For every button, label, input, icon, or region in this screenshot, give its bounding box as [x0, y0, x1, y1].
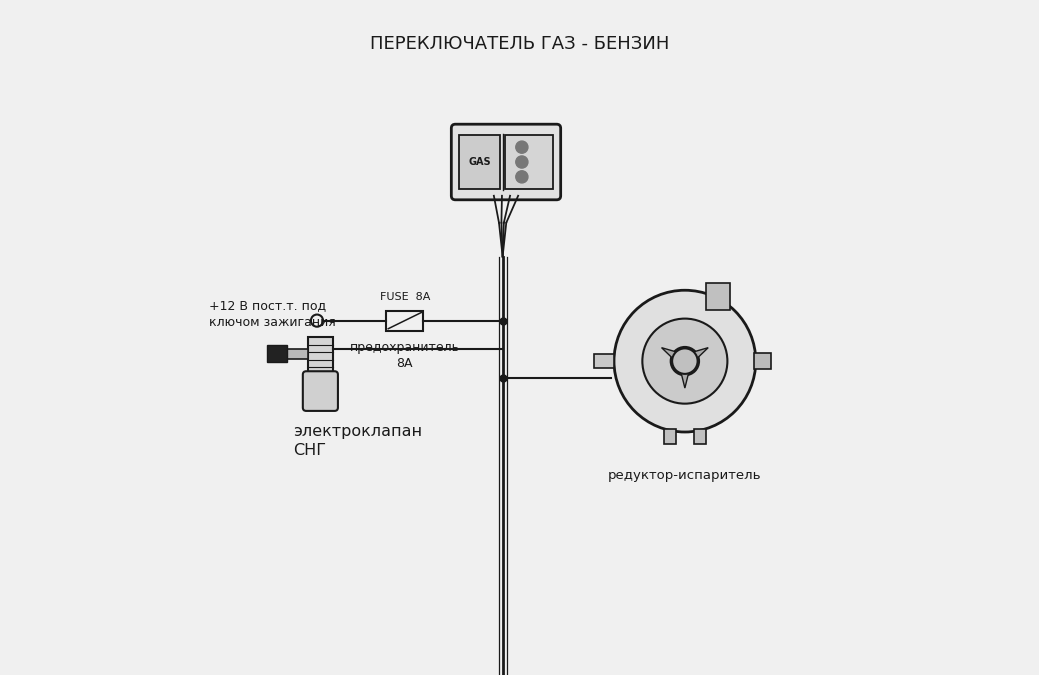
Bar: [387, 310, 423, 331]
Bar: [286, 350, 308, 359]
Text: FUSE  8A: FUSE 8A: [379, 292, 430, 302]
Polygon shape: [685, 348, 709, 363]
Circle shape: [311, 315, 323, 327]
Circle shape: [671, 347, 699, 375]
Text: редуктор-испаритель: редуктор-испаритель: [608, 469, 762, 482]
Polygon shape: [680, 361, 690, 388]
Bar: [308, 338, 334, 375]
Polygon shape: [662, 348, 685, 363]
Circle shape: [672, 348, 697, 374]
FancyBboxPatch shape: [451, 124, 561, 200]
Bar: [754, 353, 771, 369]
FancyBboxPatch shape: [302, 371, 338, 411]
Bar: [505, 135, 553, 189]
Text: ПЕРЕКЛЮЧАТЕЛЬ ГАЗ - БЕНЗИН: ПЕРЕКЛЮЧАТЕЛЬ ГАЗ - БЕНЗИН: [370, 35, 669, 53]
Bar: [593, 354, 614, 368]
Bar: [694, 429, 705, 444]
Text: электроклапан
СНГ: электроклапан СНГ: [293, 425, 423, 458]
Circle shape: [614, 290, 755, 432]
Circle shape: [515, 171, 528, 183]
Text: предохранитель
8А: предохранитель 8А: [350, 341, 459, 370]
Circle shape: [515, 141, 528, 153]
Circle shape: [642, 319, 727, 404]
Bar: [459, 135, 500, 189]
Text: GAS: GAS: [469, 157, 491, 167]
Bar: [707, 283, 729, 310]
Circle shape: [515, 156, 528, 168]
Bar: [664, 429, 676, 444]
Bar: [267, 346, 288, 362]
Text: +12 В пост.т. под
ключом зажигания: +12 В пост.т. под ключом зажигания: [209, 299, 336, 329]
